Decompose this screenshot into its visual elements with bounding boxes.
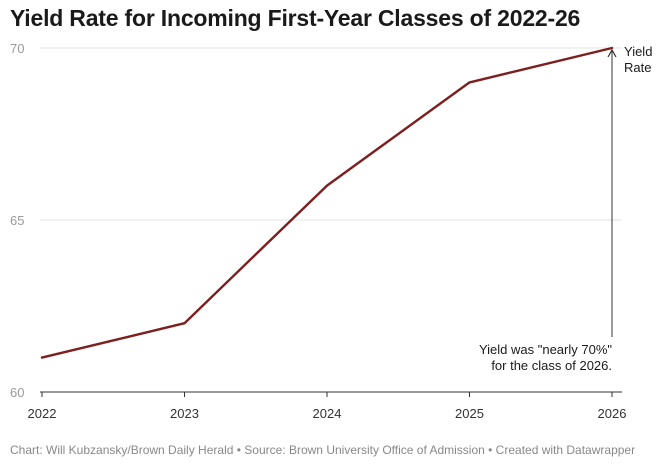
series-label-line: Rate <box>624 60 651 75</box>
y-tick-label: 70 <box>10 41 24 56</box>
gridlines <box>40 47 622 393</box>
series-line <box>40 46 614 359</box>
x-tick-label: 2026 <box>598 406 627 421</box>
x-tick-label: 2025 <box>455 406 484 421</box>
annotation: Yield was "nearly 70%"for the class of 2… <box>479 342 612 373</box>
x-tick-label: 2022 <box>28 406 57 421</box>
annotation-line: for the class of 2026. <box>491 358 612 373</box>
y-axis-ticks: 60 65 70 <box>10 41 24 400</box>
series-lines <box>40 46 614 359</box>
arrow-head <box>607 48 617 58</box>
chart-footer: Chart: Will Kubzansky/Brown Daily Herald… <box>10 443 636 457</box>
x-axis-ticks: 2022 2023 2024 2025 2026 <box>28 392 627 421</box>
series-label-line: Yield <box>624 44 652 59</box>
x-tick-label: 2024 <box>313 406 342 421</box>
y-tick-label: 65 <box>10 213 24 228</box>
x-tick-label: 2023 <box>170 406 199 421</box>
y-tick-label: 60 <box>10 385 24 400</box>
annotation-arrow <box>607 48 617 337</box>
chart-title: Yield Rate for Incoming First-Year Class… <box>10 5 581 31</box>
annotation-line: Yield was "nearly 70%" <box>479 342 612 357</box>
